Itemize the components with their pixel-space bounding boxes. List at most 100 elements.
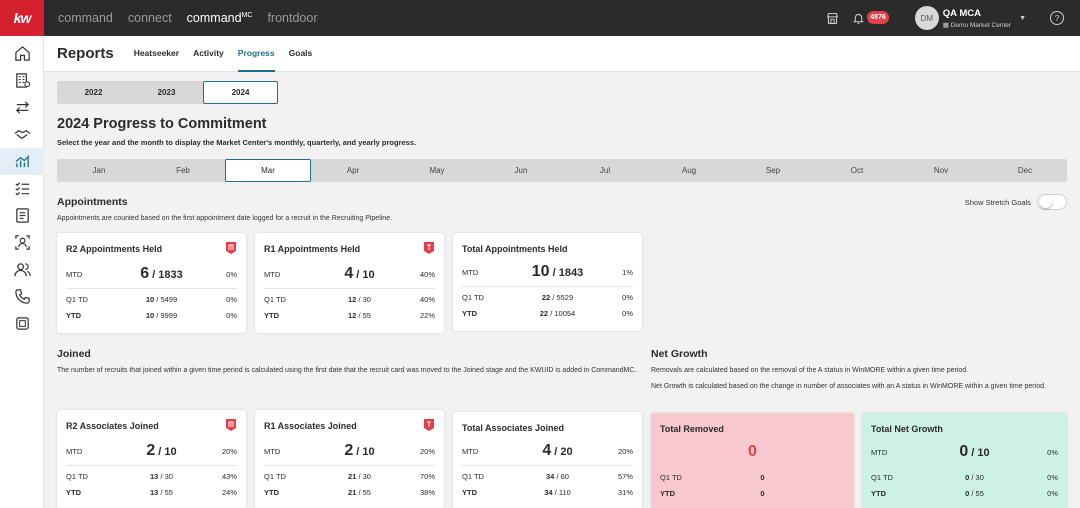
- total-appointments-card: Total Appointments Held MTD 10 / 1843 1% Q…: [453, 233, 642, 331]
- ytd-goal: 9999: [160, 311, 178, 320]
- slash: /: [356, 269, 360, 281]
- month-option-may[interactable]: May: [429, 166, 445, 175]
- joined-title: Joined: [57, 348, 91, 360]
- slash: /: [152, 269, 156, 281]
- home-icon[interactable]: [0, 40, 44, 67]
- total-joined-card: Total Associates Joined MTD 4 / 20 20% Q1 …: [453, 412, 642, 508]
- nav-commandmc-sup: MC: [241, 11, 253, 19]
- tab-activity[interactable]: Activity: [193, 47, 224, 58]
- ytd-row: YTD 12 / 55 22%: [264, 311, 435, 320]
- nav-commandmc[interactable]: commandMC: [186, 11, 253, 25]
- month-selector: Jan Feb Mar Apr May Jun Jul Aug Sep Oct …: [57, 159, 1067, 182]
- chevron-down-icon[interactable]: ▼: [1019, 14, 1026, 22]
- mtd-goal: 1843: [558, 267, 584, 279]
- mtd-percent: 0%: [226, 269, 237, 279]
- building-icon[interactable]: [0, 67, 44, 94]
- total-removed-card: Total Removed 0 Q1 TD 0 YTD 0: [651, 413, 854, 508]
- contact-search-icon[interactable]: [0, 229, 44, 256]
- ytd-label: YTD: [66, 488, 81, 497]
- chart-icon[interactable]: [0, 148, 44, 175]
- year-option-2024[interactable]: 2024: [203, 81, 278, 104]
- month-option-dec[interactable]: Dec: [1017, 166, 1033, 175]
- q1-row: Q1 TD 0 / 30 0%: [871, 473, 1058, 482]
- total-net-growth-card: Total Net Growth MTD 0 / 10 0% Q1 TD 0 / 30…: [862, 413, 1067, 508]
- slash: /: [552, 267, 556, 279]
- kw-logo[interactable]: kw: [0, 0, 44, 36]
- progress-subheading: Select the year and the month to display…: [57, 138, 417, 147]
- month-option-feb[interactable]: Feb: [176, 166, 190, 175]
- mtd-row: MTD 4 / 20 20%: [462, 442, 633, 460]
- slash: /: [556, 472, 559, 481]
- notification-badge[interactable]: 4876: [867, 10, 889, 24]
- market-center-name: Demo Market Center: [950, 21, 1012, 29]
- r1-joined-card: R1 Associates Joined MTD 2 / 10 20% Q1 TD 2…: [255, 410, 444, 508]
- month-option-aug[interactable]: Aug: [681, 166, 697, 175]
- month-option-apr[interactable]: Apr: [346, 166, 360, 175]
- slash: /: [358, 488, 361, 497]
- tab-goals[interactable]: Goals: [288, 47, 313, 58]
- top-nav: command connect commandMC frontdoor: [58, 11, 332, 25]
- divider: [264, 288, 435, 289]
- month-option-jun[interactable]: Jun: [514, 166, 528, 175]
- mtd-value: 2: [146, 442, 156, 459]
- stretch-goals-toggle[interactable]: [1037, 194, 1067, 210]
- tab-progress[interactable]: Progress: [237, 36, 275, 72]
- q1-percent: 70%: [419, 472, 435, 481]
- divider: [462, 465, 633, 466]
- q1-value: 34: [546, 472, 555, 481]
- month-option-jan[interactable]: Jan: [92, 166, 106, 175]
- nav-frontdoor[interactable]: frontdoor: [267, 11, 318, 25]
- mtd-row: MTD 0 / 10 0%: [871, 443, 1058, 461]
- year-option-2023[interactable]: 2023: [157, 88, 176, 97]
- q1-row: Q1 TD 10 / 5499 0%: [66, 295, 237, 304]
- year-option-2022[interactable]: 2022: [84, 88, 103, 97]
- ytd-row: YTD 34 / 110 31%: [462, 488, 633, 497]
- nav-command[interactable]: command: [58, 11, 113, 25]
- avatar[interactable]: DM: [914, 6, 939, 30]
- mtd-goal: 10: [362, 446, 375, 458]
- help-icon[interactable]: ?: [1050, 11, 1064, 25]
- transfer-icon[interactable]: [0, 94, 44, 121]
- ytd-label: YTD: [660, 489, 675, 498]
- reports-icon[interactable]: [0, 310, 44, 337]
- mtd-label: MTD: [264, 446, 281, 456]
- handshake-icon[interactable]: [0, 121, 44, 148]
- month-option-oct[interactable]: Oct: [850, 166, 864, 175]
- ytd-value: 21: [348, 488, 357, 497]
- month-option-nov[interactable]: Nov: [933, 166, 949, 175]
- checklist-icon[interactable]: [0, 175, 44, 202]
- month-option-jul[interactable]: Jul: [599, 166, 611, 175]
- mtd-label: MTD: [462, 267, 479, 277]
- ytd-label: YTD: [264, 488, 279, 497]
- market-center-label: ▦ Demo Market Center: [942, 21, 1012, 29]
- phone-icon[interactable]: [0, 283, 44, 310]
- r1-badge-icon: [424, 242, 434, 254]
- document-icon[interactable]: [0, 202, 44, 229]
- tab-heatseeker[interactable]: Heatseeker: [133, 47, 180, 58]
- store-icon[interactable]: [823, 9, 841, 27]
- q1-goal: 30: [362, 472, 371, 481]
- divider: [66, 288, 237, 289]
- ytd-goal: 10054: [554, 309, 576, 318]
- r1-badge-icon: [424, 419, 434, 431]
- r2-badge-icon: [226, 242, 236, 254]
- ytd-row: YTD 10 / 9999 0%: [66, 311, 237, 320]
- user-menu[interactable]: QA MCA ▦ Demo Market Center: [943, 8, 1011, 29]
- q1-row: Q1 TD 21 / 30 70%: [264, 472, 435, 481]
- slash: /: [971, 447, 975, 459]
- bell-icon[interactable]: [849, 9, 867, 27]
- q1-percent: 57%: [617, 472, 633, 481]
- nav-connect[interactable]: connect: [127, 11, 172, 25]
- mtd-value: 4: [344, 265, 354, 282]
- month-option-mar[interactable]: Mar: [225, 159, 311, 182]
- card-title: Total Appointments Held: [462, 244, 568, 254]
- appointments-title: Appointments: [57, 196, 128, 208]
- mtd-value: 4: [542, 442, 552, 459]
- slash: /: [550, 309, 553, 318]
- q1-value: 0: [965, 473, 970, 482]
- people-icon[interactable]: [0, 256, 44, 283]
- month-option-sep[interactable]: Sep: [765, 166, 781, 175]
- q1-percent: 40%: [419, 295, 435, 304]
- removals-description: Removals are calculated based on the rem…: [651, 367, 969, 374]
- ytd-row: YTD 13 / 55 24%: [66, 488, 237, 497]
